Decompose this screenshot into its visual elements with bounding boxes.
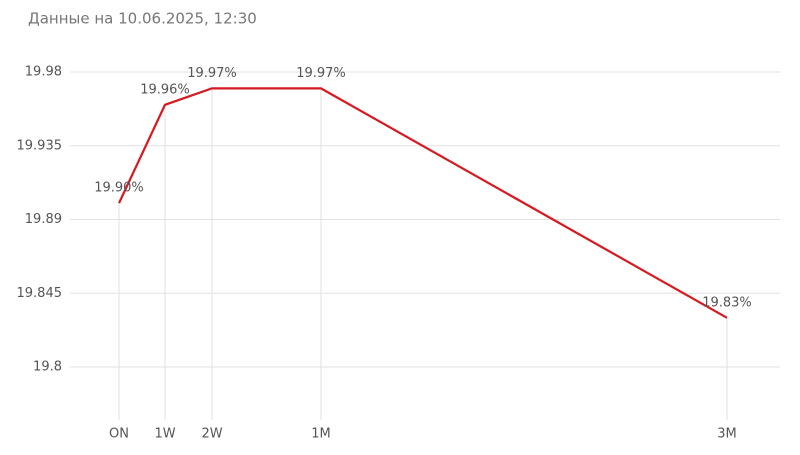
chart-title: Данные на 10.06.2025, 12:30 [28, 10, 257, 28]
data-label: 19.83% [702, 295, 752, 310]
data-label: 19.97% [187, 66, 237, 81]
x-tick-label: 1M [311, 427, 331, 442]
y-tick-label: 19.98 [25, 65, 62, 80]
x-tick-label: ON [109, 427, 129, 442]
data-label: 19.97% [296, 66, 346, 81]
x-tick-label: 1W [154, 427, 175, 442]
x-tick-label: 3M [717, 427, 737, 442]
data-line [118, 87, 728, 319]
y-tick-label: 19.8 [33, 360, 62, 375]
x-tick-label: 2W [201, 427, 222, 442]
y-tick-label: 19.935 [17, 138, 63, 153]
y-tick-label: 19.89 [25, 212, 62, 227]
data-label: 19.96% [140, 82, 190, 97]
y-tick-label: 19.845 [17, 286, 63, 301]
data-label: 19.90% [94, 181, 144, 196]
